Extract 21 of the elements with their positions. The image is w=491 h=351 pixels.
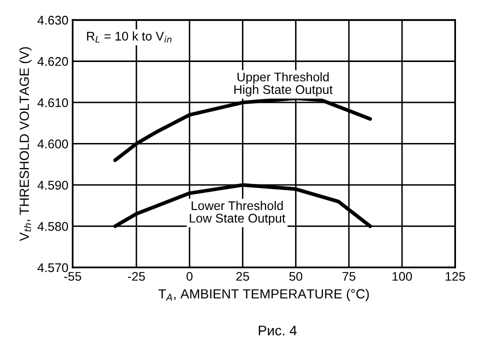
x-tick-label: 125 <box>446 272 466 281</box>
x-tick-label: 25 <box>236 272 250 281</box>
x-tick-label: -55 <box>64 272 82 281</box>
x-tick-label: 50 <box>289 272 302 281</box>
x-tick-label: 0 <box>186 272 193 281</box>
x-tick-label: 75 <box>342 272 356 281</box>
y-tick-label: 4.570 <box>38 263 68 272</box>
y-tick-label: 4.590 <box>38 180 68 190</box>
y-axis-title: V$_{th}$, THRESHOLD VOLTAGE (V) <box>19 47 32 242</box>
y-tick-label: 4.620 <box>38 57 68 66</box>
y-tick-label: 4.630 <box>38 16 68 25</box>
x-tick-label: -25 <box>128 272 145 281</box>
annotation: Upper Threshold High State Output <box>234 72 333 96</box>
annotation: R$_{L}$ = 10 k to V$_{in}$ <box>87 31 172 43</box>
text: Рис. 4 <box>258 326 297 336</box>
y-tick-label: 4.610 <box>38 98 68 108</box>
y-tick-label: 4.580 <box>38 222 68 231</box>
annotation: Lower Threshold Low State Output <box>190 200 286 226</box>
y-tick-label: 4.600 <box>38 140 68 148</box>
x-axis-title: T$_{A}$, AMBIENT TEMPERATURE (°C) <box>158 288 369 302</box>
x-tick-label: 100 <box>392 272 412 281</box>
